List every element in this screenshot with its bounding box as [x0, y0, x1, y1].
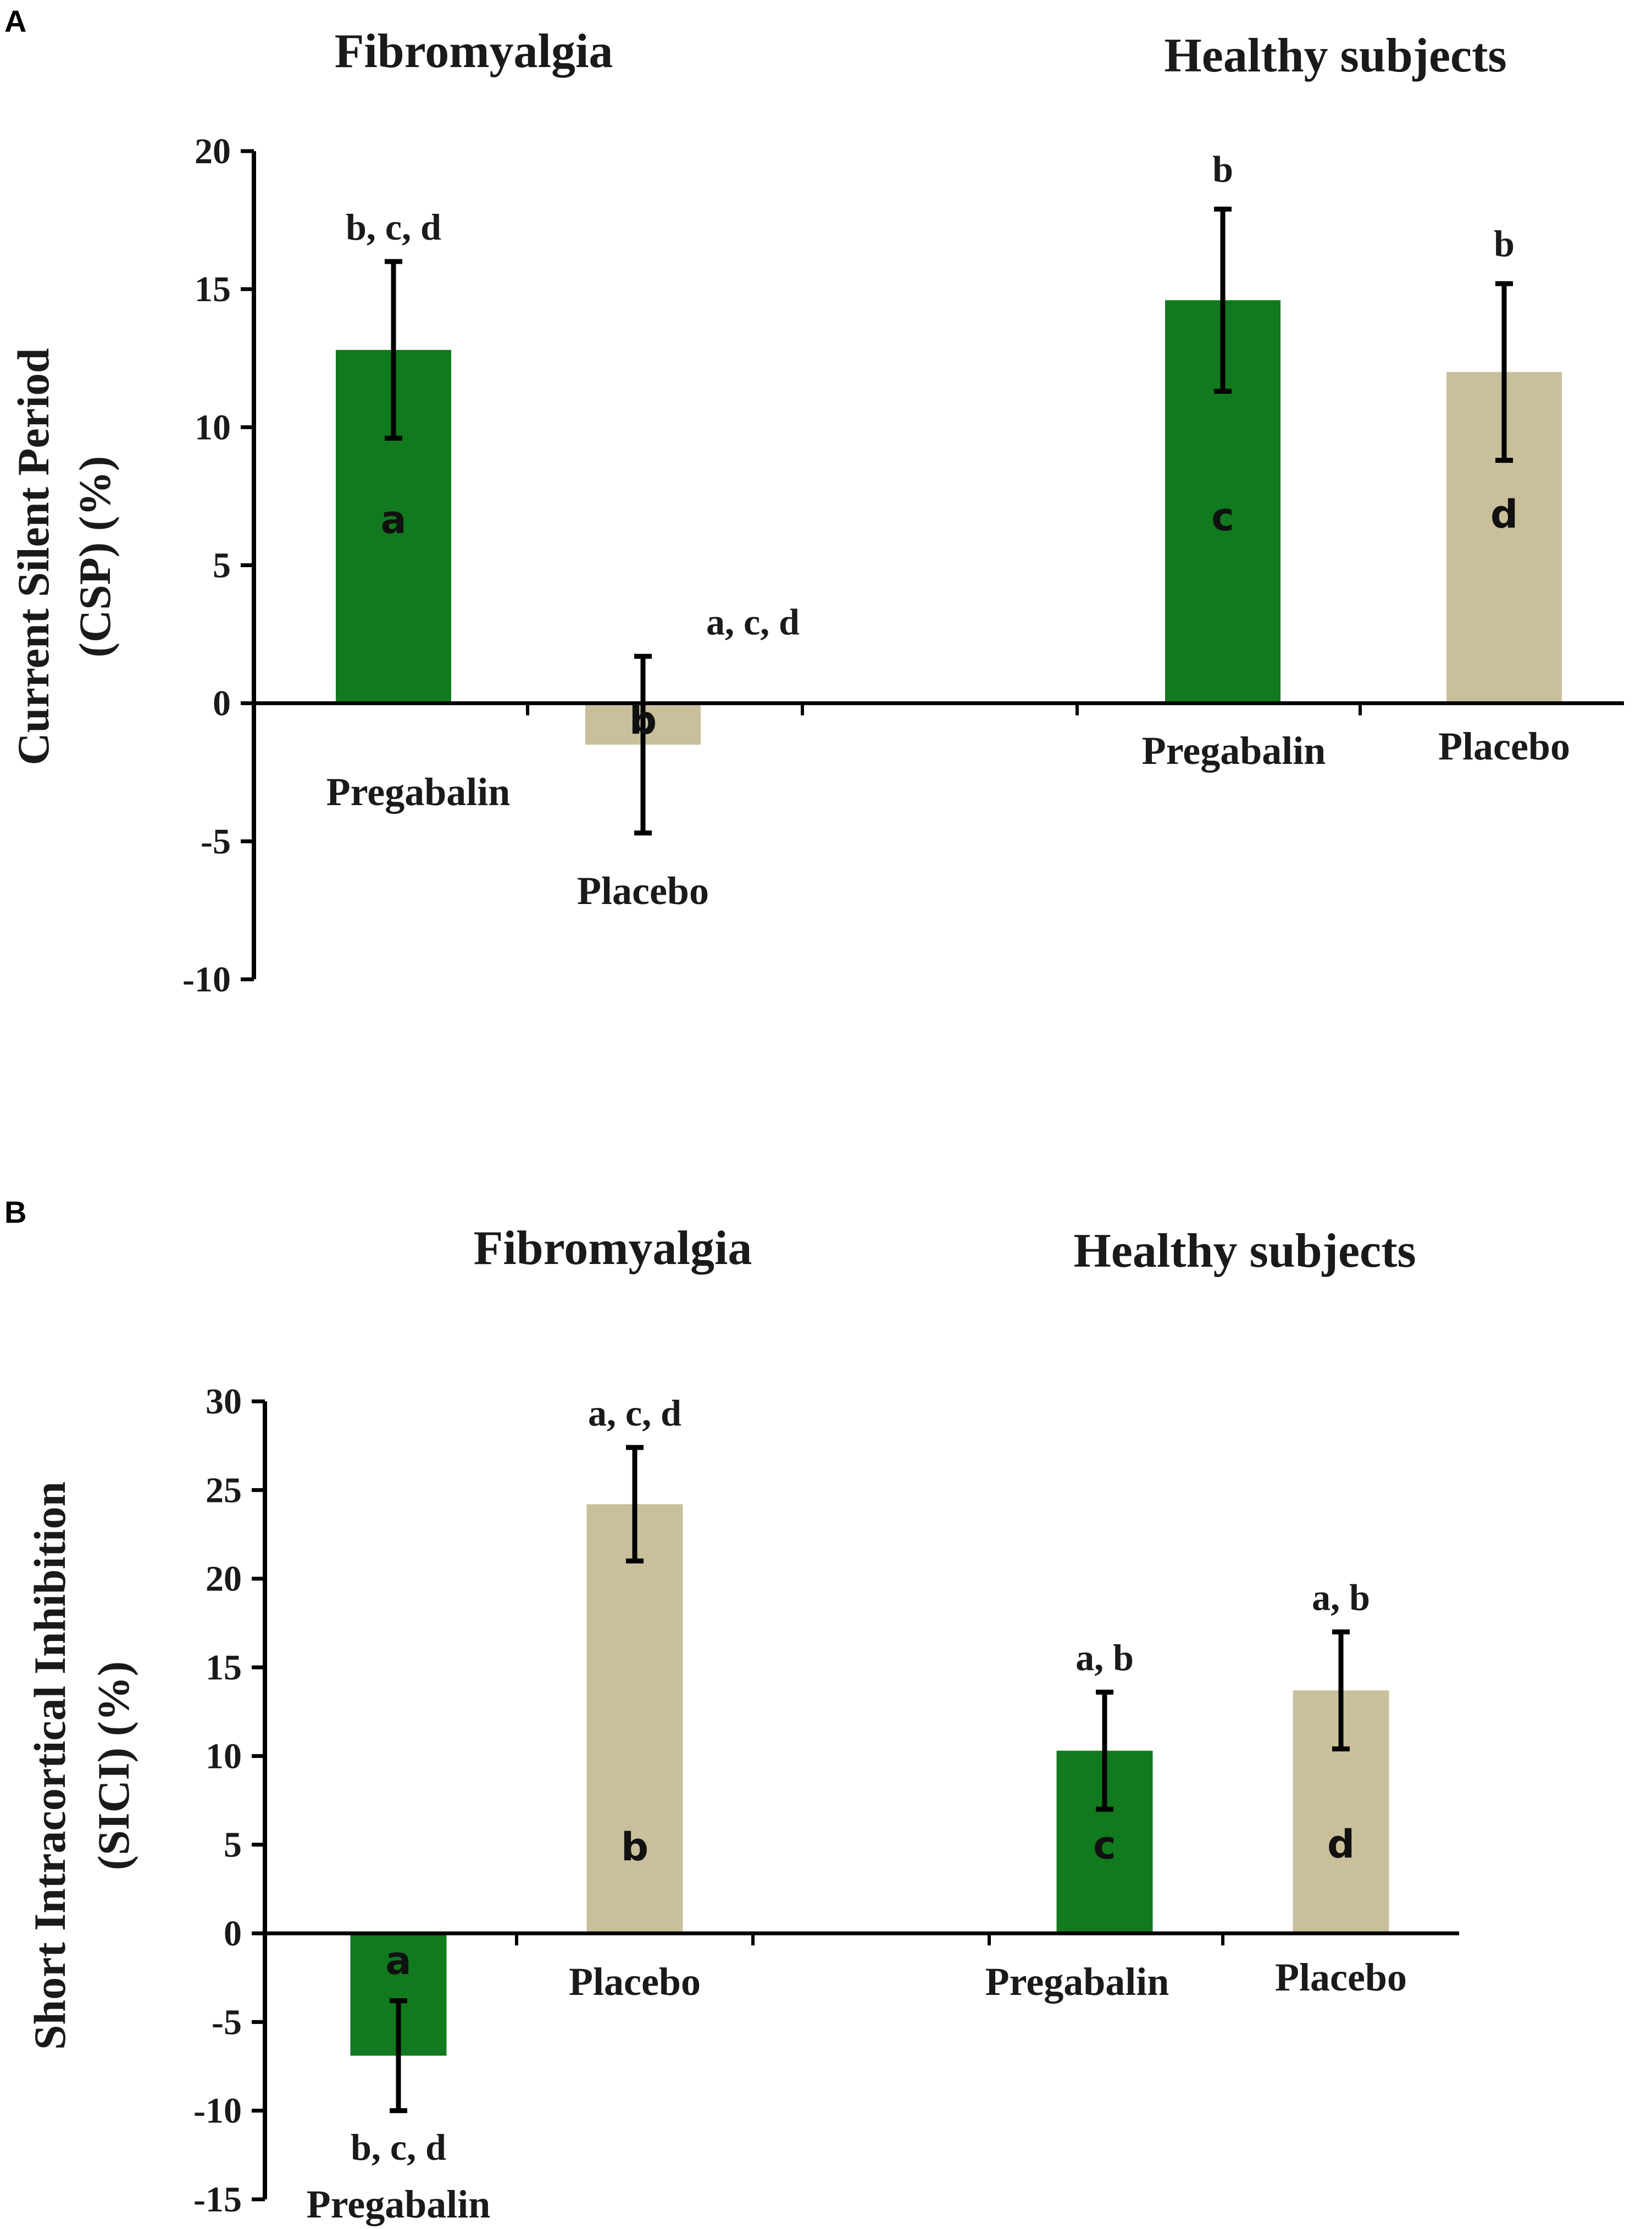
y-tick-label: 10	[195, 407, 231, 447]
y-tick-label: 25	[206, 1470, 242, 1510]
bar-inner-label: c	[1211, 495, 1234, 540]
y-tick-label: 30	[206, 1382, 242, 1422]
bar	[586, 1504, 683, 1933]
significance-label: b	[1494, 223, 1515, 264]
significance-label: a, b	[1312, 1576, 1370, 1618]
y-tick-label: 15	[206, 1648, 242, 1688]
significance-label: a, c, d	[588, 1392, 681, 1434]
category-label: Placebo	[1438, 724, 1570, 768]
significance-label: b	[1212, 148, 1233, 190]
y-tick-label: 10	[206, 1736, 242, 1776]
category-label: Pregabalin	[326, 770, 511, 814]
group-title: Fibromyalgia	[474, 1222, 752, 1275]
bar-inner-label: a	[380, 497, 406, 542]
panel-letter: A	[4, 4, 26, 38]
y-tick-label: 20	[195, 131, 231, 171]
panel-B: B Fibromyalgia Healthy subjects Short Intra…	[4, 1195, 1459, 2226]
y-tick-label: 5	[224, 1825, 242, 1865]
y-tick-label: 15	[195, 269, 231, 309]
y-tick-label: -15	[193, 2180, 242, 2220]
y-axis-label: Short Intracortical Inhibition	[25, 1482, 75, 2050]
bar-inner-label: d	[1327, 1822, 1355, 1867]
bar-inner-label: a	[385, 1938, 411, 1983]
panel-A: A Fibromyalgia Healthy subjects Current Sil…	[4, 4, 1624, 1000]
category-label: Placebo	[569, 1960, 701, 2004]
y-tick-label: 0	[213, 684, 231, 724]
significance-label: a, b	[1076, 1637, 1134, 1678]
y-axis-label: (SICI) (%)	[88, 1661, 138, 1870]
group-title: Healthy subjects	[1164, 29, 1506, 82]
bar-inner-label: b	[629, 698, 657, 743]
y-tick-label: 0	[224, 1914, 242, 1954]
significance-label: a, c, d	[706, 601, 800, 642]
y-axis-label: Current Silent Period	[8, 348, 58, 765]
group-title: Fibromyalgia	[335, 25, 613, 78]
y-tick-label: -10	[182, 960, 231, 1000]
y-axis-label: (CSP) (%)	[70, 456, 120, 658]
category-label: Placebo	[577, 869, 709, 913]
bar-inner-label: d	[1490, 492, 1518, 537]
category-label: Pregabalin	[985, 1960, 1169, 2004]
bar-inner-label: b	[621, 1825, 648, 1870]
group-title: Healthy subjects	[1073, 1224, 1416, 1278]
category-label: Pregabalin	[307, 2182, 491, 2226]
y-tick-label: 20	[206, 1559, 242, 1599]
y-tick-label: 5	[213, 546, 231, 586]
panel-letter: B	[4, 1195, 26, 1229]
y-tick-label: -10	[193, 2091, 242, 2131]
significance-label: b, c, d	[351, 2126, 446, 2168]
y-tick-label: -5	[212, 2002, 242, 2042]
category-label: Pregabalin	[1142, 729, 1326, 773]
bar-inner-label: c	[1093, 1823, 1116, 1868]
y-tick-label: -5	[201, 822, 231, 862]
significance-label: b, c, d	[346, 206, 441, 248]
category-label: Placebo	[1275, 1955, 1407, 1999]
